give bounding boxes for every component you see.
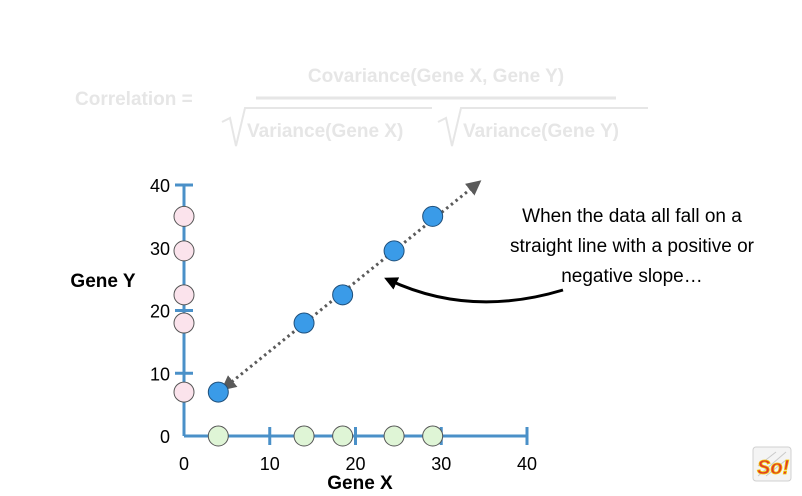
y-projection-point — [173, 240, 195, 262]
x-tick-label: 30 — [431, 454, 451, 474]
y-projection-point — [173, 284, 195, 306]
x-projections — [207, 425, 444, 447]
y-projection-point — [173, 381, 195, 403]
scatter-plot: 0 10 20 30 40 0 10 20 30 40 Gene X Gene Y — [70, 176, 537, 494]
x-tick-label: 20 — [345, 454, 365, 474]
sqrt-left-icon — [221, 107, 432, 147]
data-point — [422, 205, 444, 227]
x-projection-point — [383, 425, 405, 447]
x-projection-point — [293, 425, 315, 447]
x-projection-point — [207, 425, 229, 447]
annotation-line-2: straight line with a positive or — [510, 236, 755, 257]
x-tick-label: 0 — [179, 454, 189, 474]
y-projections — [173, 205, 195, 403]
formula-denominator-left: Variance(Gene X) — [247, 121, 403, 142]
y-projection-point — [173, 205, 195, 227]
y-tick-label: 40 — [150, 176, 170, 196]
x-projection-point — [332, 425, 354, 447]
svg-text:So!: So! — [757, 457, 790, 479]
formula-denominator-right: Variance(Gene Y) — [463, 121, 619, 142]
data-points — [207, 205, 444, 403]
y-tick-label: 20 — [150, 302, 170, 322]
y-tick-label: 0 — [160, 427, 170, 447]
annotation-line-3: negative slope… — [561, 266, 703, 287]
sqrt-right-icon — [437, 107, 648, 147]
correlation-formula: Correlation = Covariance(Gene X, Gene Y)… — [75, 66, 648, 147]
tick-labels: 0 10 20 30 40 0 10 20 30 40 — [150, 176, 537, 474]
formula-numerator: Covariance(Gene X, Gene Y) — [308, 66, 564, 87]
annotation-arrow — [384, 277, 564, 304]
data-point — [293, 312, 315, 334]
y-axis-title: Gene Y — [70, 271, 135, 292]
y-tick-label: 10 — [150, 364, 170, 384]
data-point — [207, 381, 229, 403]
formula-lhs: Correlation = — [75, 89, 193, 110]
data-point — [332, 284, 354, 306]
x-projection-point — [422, 425, 444, 447]
data-point — [383, 240, 405, 262]
x-tick-label: 10 — [260, 454, 280, 474]
logo-icon: So! — [752, 446, 792, 482]
axis-ticks — [175, 183, 529, 445]
x-tick-label: 40 — [517, 454, 537, 474]
y-tick-label: 30 — [150, 239, 170, 259]
annotation: When the data all fall on a straight lin… — [384, 206, 755, 304]
y-projection-point — [173, 312, 195, 334]
x-axis-title: Gene X — [327, 473, 393, 491]
annotation-line-1: When the data all fall on a — [522, 206, 742, 227]
